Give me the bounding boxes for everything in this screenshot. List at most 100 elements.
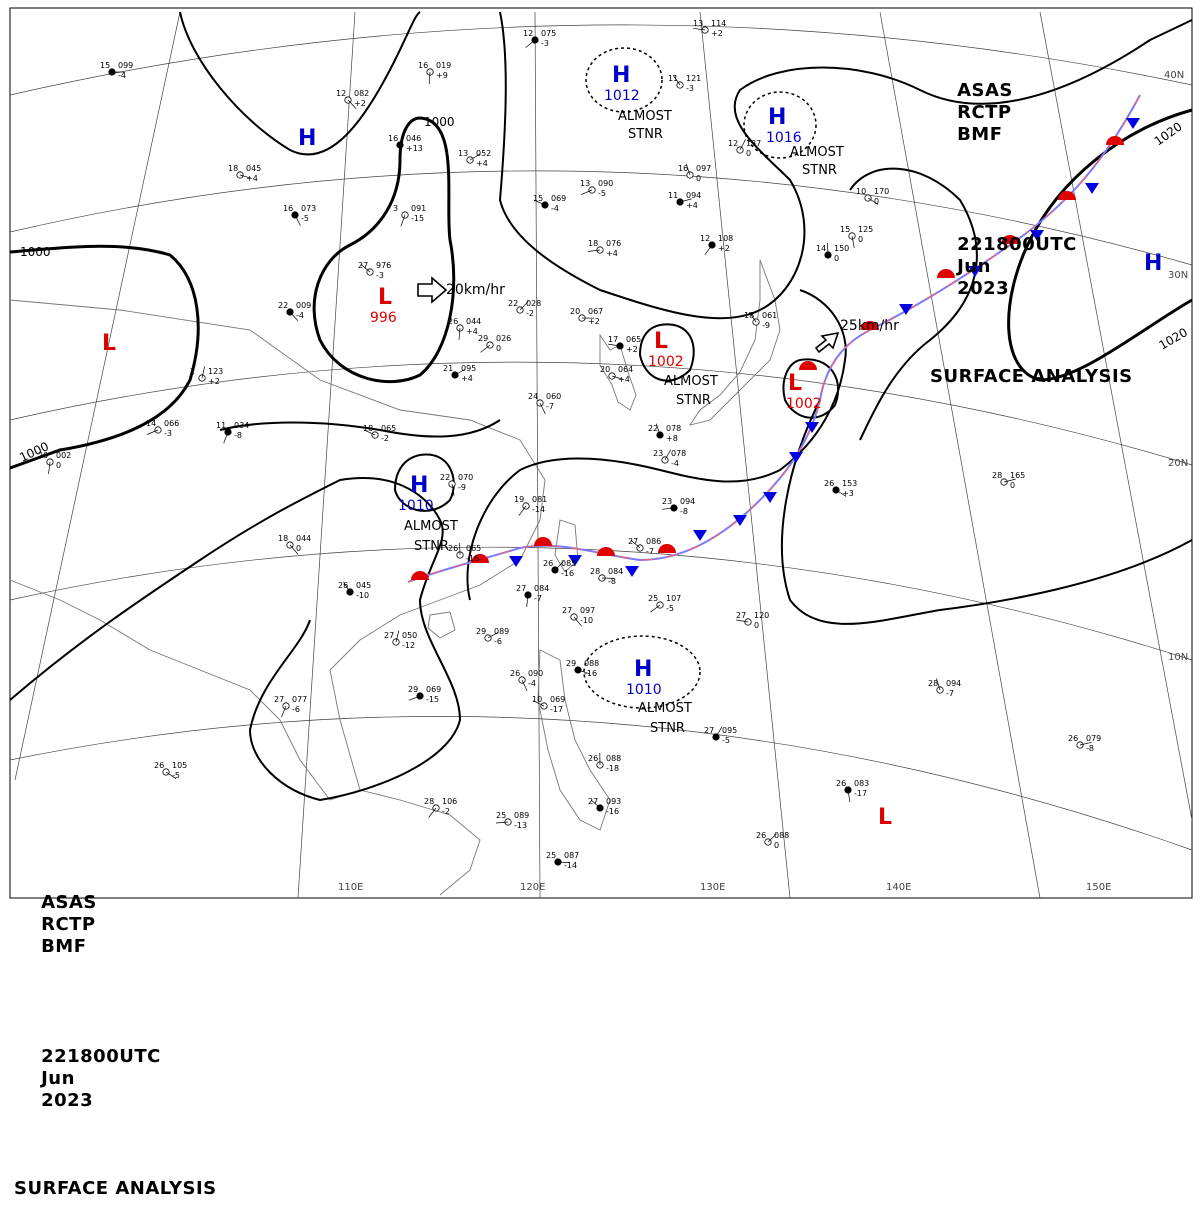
station-temperature: 27 <box>588 797 598 806</box>
station-pressure: 084 <box>608 567 623 576</box>
stnr-1016-line1: ALMOST <box>790 145 844 160</box>
station-tendency: -2 <box>526 309 534 318</box>
station-pressure: 107 <box>666 594 681 603</box>
station-tendency: +2 <box>718 244 730 253</box>
station-temperature: 27 <box>274 695 284 704</box>
station-temperature: 24 <box>528 392 538 401</box>
station-tendency: -14 <box>564 861 577 870</box>
station-tendency: -17 <box>854 789 867 798</box>
station-tendency: -3 <box>164 429 172 438</box>
station-tendency: -4 <box>671 459 679 468</box>
station-pressure: 090 <box>528 669 543 678</box>
station-pressure: 108 <box>718 234 733 243</box>
station-tendency: -9 <box>762 321 770 330</box>
low-value-1002-b: 1002 <box>786 396 822 412</box>
station-pressure: 045 <box>356 581 371 590</box>
station-temperature: 27 <box>736 611 746 620</box>
station-tendency: -15 <box>426 695 439 704</box>
station-pressure: 083 <box>854 779 869 788</box>
station-tendency: -5 <box>598 189 606 198</box>
station-pressure: 069 <box>550 695 565 704</box>
station-pressure: 044 <box>296 534 311 543</box>
station-tendency: -13 <box>514 821 527 830</box>
station-pressure: 082 <box>354 89 369 98</box>
isobar-label-1000-b: 1000 <box>20 245 51 259</box>
header-bottom-title: SURFACE ANALYSIS <box>14 1178 264 1200</box>
lon-label-150e: 150E <box>1086 882 1111 893</box>
station-pressure: 079 <box>1086 734 1101 743</box>
station-tendency: -7 <box>646 547 654 556</box>
header-bottom-month: Jun <box>41 1068 75 1089</box>
station-tendency: -14 <box>532 505 545 514</box>
station-tendency: 0 <box>774 841 779 850</box>
station-tendency: +4 <box>246 174 258 183</box>
station-pressure: 050 <box>402 631 417 640</box>
station-temperature: 27 <box>384 631 394 640</box>
station-pressure: 075 <box>541 29 556 38</box>
station-tendency: +2 <box>354 99 366 108</box>
station-temperature: 26 <box>154 761 164 770</box>
station-temperature: 26 <box>1068 734 1078 743</box>
station-pressure: 085 <box>561 559 576 568</box>
station-pressure: 060 <box>546 392 561 401</box>
lon-label-130e: 130E <box>700 882 725 893</box>
station-tendency: +4 <box>606 249 618 258</box>
station-temperature: 16 <box>388 134 398 143</box>
station-temperature: 18 <box>228 164 238 173</box>
station-pressure: 084 <box>534 584 549 593</box>
header-bottom-year: 2023 <box>41 1090 93 1111</box>
stnr-1002-line1: ALMOST <box>664 374 718 389</box>
station-pressure: 064 <box>618 365 633 374</box>
header-bottom: ASAS RCTP BMF 221800UTC Jun 2023 SURFACE… <box>14 826 264 1222</box>
station-tendency: -8 <box>608 577 616 586</box>
station-tendency: +13 <box>406 144 423 153</box>
station-tendency: -18 <box>606 764 619 773</box>
lon-label-110e: 110E <box>338 882 363 893</box>
station-temperature: 22 <box>278 301 288 310</box>
station-tendency: +2 <box>711 29 723 38</box>
low-center-996: L <box>378 285 392 310</box>
stnr-1016-line2: STNR <box>802 163 837 178</box>
station-tendency: -6 <box>292 705 300 714</box>
station-pressure: 077 <box>292 695 307 704</box>
station-temperature: 11 <box>216 421 226 430</box>
station-temperature: 20 <box>600 365 610 374</box>
low-center-south-east: L <box>878 805 892 830</box>
station-pressure: 165 <box>1010 471 1025 480</box>
station-tendency: -10 <box>356 591 369 600</box>
station-temperature: 26 <box>510 669 520 678</box>
high-value-1016: 1016 <box>766 130 802 146</box>
station-temperature: 18 <box>588 239 598 248</box>
station-tendency: -4 <box>296 311 304 320</box>
station-pressure: 088 <box>774 831 789 840</box>
station-tendency: 0 <box>754 621 759 630</box>
station-tendency: -17 <box>550 705 563 714</box>
station-temperature: 18 <box>744 311 754 320</box>
station-tendency: +4 <box>618 375 630 384</box>
header-top-area: ASAS <box>957 80 1013 101</box>
high-center-1012: H <box>612 63 630 88</box>
station-temperature: 29 <box>408 685 418 694</box>
station-temperature: 10 <box>856 187 866 196</box>
station-tendency: +8 <box>666 434 678 443</box>
isobar-label-1000-a: 1000 <box>424 115 455 129</box>
station-pressure: 097 <box>580 606 595 615</box>
station-temperature: 29 <box>476 627 486 636</box>
station-tendency: -10 <box>580 616 593 625</box>
station-temperature: 17 <box>608 335 618 344</box>
station-temperature: 23 <box>662 497 672 506</box>
station-temperature: 27 <box>704 726 714 735</box>
station-tendency: -16 <box>606 807 619 816</box>
station-tendency: -7 <box>546 402 554 411</box>
header-bottom-line2: 221800UTC Jun 2023 <box>14 1024 264 1134</box>
station-temperature: 20 <box>570 307 580 316</box>
station-pressure: 066 <box>164 419 179 428</box>
station-pressure: 087 <box>564 851 579 860</box>
station-pressure: 065 <box>466 544 481 553</box>
stnr-1010-south-line1: ALMOST <box>638 701 692 716</box>
station-temperature: 27 <box>358 261 368 270</box>
station-temperature: 16 <box>283 204 293 213</box>
station-pressure: 114 <box>711 19 726 28</box>
station-tendency: -3 <box>376 271 384 280</box>
station-pressure: 093 <box>606 797 621 806</box>
